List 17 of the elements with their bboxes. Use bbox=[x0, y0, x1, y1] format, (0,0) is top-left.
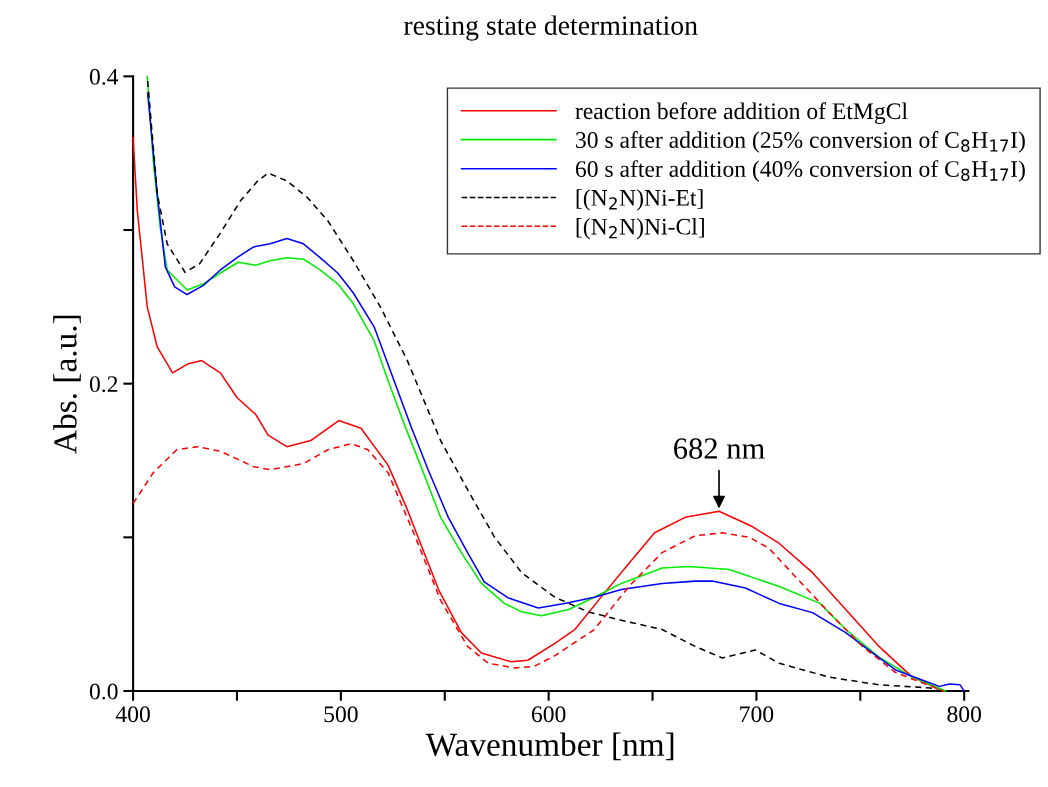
x-tick-label: 700 bbox=[740, 706, 774, 723]
x-tick-label: 400 bbox=[115, 706, 150, 723]
x-tick-label: 600 bbox=[531, 706, 566, 723]
x-tick-label: 500 bbox=[324, 706, 358, 723]
legend-label: reaction before addition of EtMgCl bbox=[575, 102, 908, 125]
legend-label: 60 s after addition (40% conversion of C$_{8}$H$_{17}$I) bbox=[575, 160, 1025, 182]
annotation: 682 nm bbox=[674, 438, 765, 459]
legend-label: 30 s after addition (25% conversion of C$_{8}$H$_{17}$I) bbox=[576, 131, 1025, 153]
x-tick-label: 800 bbox=[947, 706, 981, 723]
y-tick-label: 0.0 bbox=[89, 683, 118, 700]
y-tick-label: 0.4 bbox=[89, 68, 119, 85]
x-axis-title: Wavenumber [nm] bbox=[425, 732, 674, 761]
chart-title: resting state determination bbox=[403, 15, 698, 41]
legend-label: [(N$_{2}$N)Ni-Et] bbox=[576, 189, 703, 211]
y-axis-title: Abs. [a.u.] bbox=[53, 315, 81, 454]
y-tick-label: 0.2 bbox=[89, 376, 118, 393]
legend-label: [(N$_{2}$N)Ni-Cl] bbox=[576, 218, 704, 240]
